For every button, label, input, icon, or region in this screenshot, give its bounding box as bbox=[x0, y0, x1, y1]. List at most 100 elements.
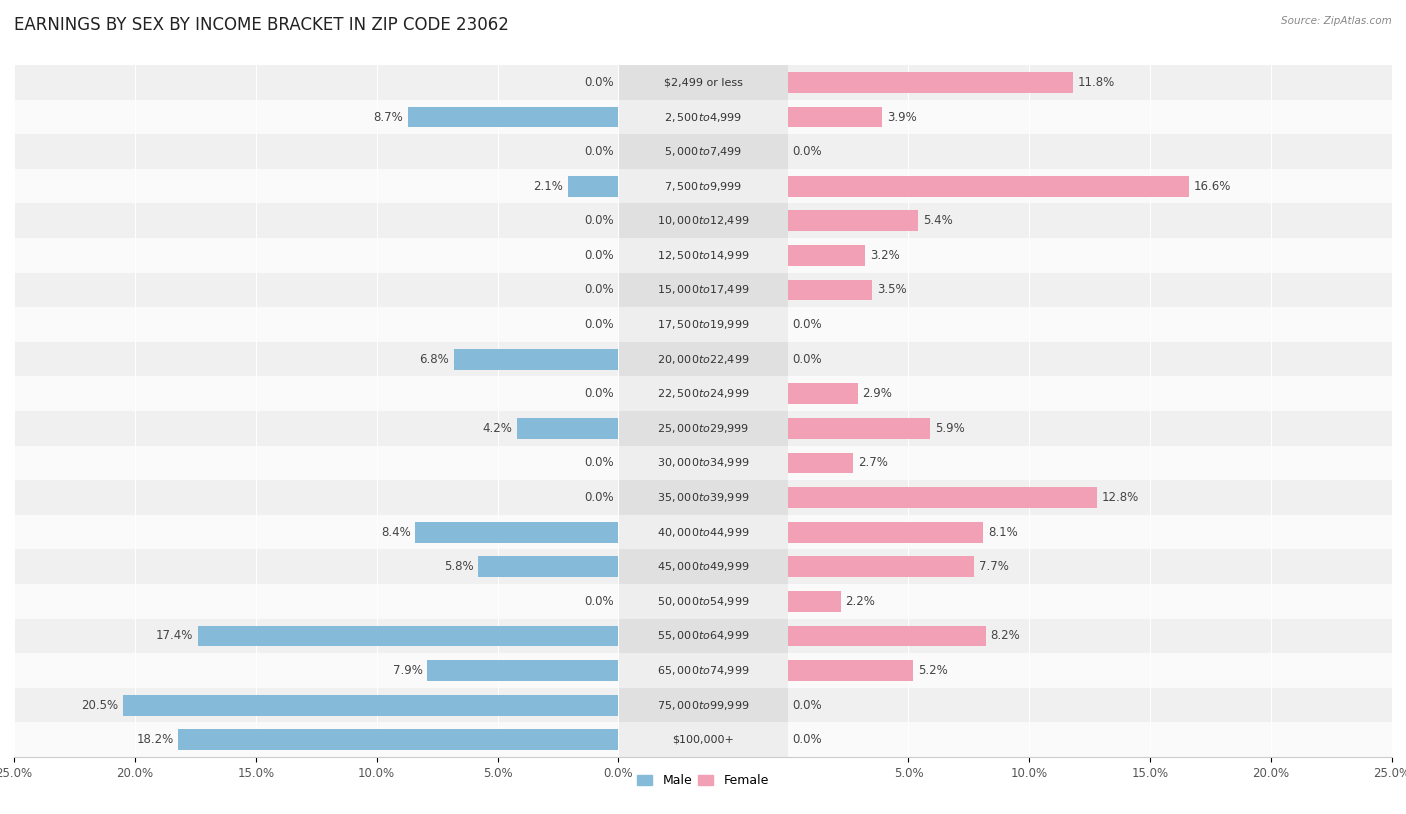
Bar bbox=[619, 549, 787, 584]
Text: 20.5%: 20.5% bbox=[82, 698, 118, 711]
Bar bbox=[787, 238, 1392, 273]
Bar bbox=[14, 376, 619, 411]
Bar bbox=[787, 134, 1392, 169]
Bar bbox=[787, 273, 1392, 307]
Bar bbox=[787, 591, 841, 612]
Text: 8.2%: 8.2% bbox=[991, 629, 1021, 642]
Text: $10,000 to $12,499: $10,000 to $12,499 bbox=[657, 214, 749, 227]
Bar bbox=[787, 169, 1392, 204]
Bar bbox=[787, 480, 1392, 515]
Bar bbox=[14, 273, 619, 307]
Bar bbox=[787, 245, 865, 265]
Bar bbox=[619, 619, 787, 653]
Text: 0.0%: 0.0% bbox=[793, 318, 823, 331]
Text: $17,500 to $19,999: $17,500 to $19,999 bbox=[657, 318, 749, 331]
Text: $35,000 to $39,999: $35,000 to $39,999 bbox=[657, 491, 749, 504]
Bar bbox=[408, 107, 619, 127]
Text: $30,000 to $34,999: $30,000 to $34,999 bbox=[657, 457, 749, 470]
Bar bbox=[787, 72, 1073, 93]
Bar bbox=[14, 99, 619, 134]
Bar bbox=[14, 619, 619, 653]
Text: $45,000 to $49,999: $45,000 to $49,999 bbox=[657, 560, 749, 573]
Bar bbox=[619, 307, 787, 342]
Bar bbox=[787, 411, 1392, 446]
Text: 0.0%: 0.0% bbox=[793, 698, 823, 711]
Text: 0.0%: 0.0% bbox=[793, 733, 823, 746]
Text: $5,000 to $7,499: $5,000 to $7,499 bbox=[664, 145, 742, 158]
Text: $20,000 to $22,499: $20,000 to $22,499 bbox=[657, 352, 749, 365]
Text: $15,000 to $17,499: $15,000 to $17,499 bbox=[657, 283, 749, 296]
Text: 5.4%: 5.4% bbox=[922, 214, 953, 227]
Bar bbox=[619, 446, 787, 480]
Text: 3.5%: 3.5% bbox=[877, 283, 907, 296]
Text: Source: ZipAtlas.com: Source: ZipAtlas.com bbox=[1281, 16, 1392, 26]
Bar bbox=[14, 446, 619, 480]
Bar bbox=[198, 626, 619, 646]
Bar bbox=[14, 723, 619, 757]
Bar bbox=[787, 522, 983, 543]
Bar bbox=[619, 514, 787, 549]
Bar bbox=[14, 307, 619, 342]
Text: 16.6%: 16.6% bbox=[1194, 180, 1232, 193]
Text: 2.1%: 2.1% bbox=[533, 180, 562, 193]
Text: $2,499 or less: $2,499 or less bbox=[664, 77, 742, 87]
Text: 2.7%: 2.7% bbox=[858, 457, 887, 470]
Bar bbox=[14, 342, 619, 376]
Text: 0.0%: 0.0% bbox=[583, 318, 613, 331]
Bar bbox=[787, 688, 1392, 723]
Bar bbox=[787, 446, 1392, 480]
Bar bbox=[122, 695, 619, 716]
Bar bbox=[787, 65, 1392, 99]
Text: 3.2%: 3.2% bbox=[870, 249, 900, 262]
Bar bbox=[619, 273, 787, 307]
Text: 2.9%: 2.9% bbox=[862, 387, 893, 400]
Text: $2,500 to $4,999: $2,500 to $4,999 bbox=[664, 111, 742, 124]
Text: 7.7%: 7.7% bbox=[979, 560, 1008, 573]
Text: $100,000+: $100,000+ bbox=[672, 735, 734, 745]
Bar bbox=[568, 176, 619, 197]
Bar bbox=[619, 584, 787, 619]
Bar bbox=[619, 99, 787, 134]
Bar bbox=[619, 653, 787, 688]
Bar bbox=[14, 653, 619, 688]
Bar bbox=[787, 514, 1392, 549]
Bar bbox=[619, 376, 787, 411]
Text: 0.0%: 0.0% bbox=[583, 457, 613, 470]
Bar bbox=[427, 660, 619, 681]
Text: 18.2%: 18.2% bbox=[136, 733, 173, 746]
Bar bbox=[619, 169, 787, 204]
Bar bbox=[619, 723, 787, 757]
Bar bbox=[478, 557, 619, 577]
Text: 5.2%: 5.2% bbox=[918, 664, 948, 677]
Bar bbox=[619, 480, 787, 515]
Text: 8.4%: 8.4% bbox=[381, 526, 411, 539]
Bar bbox=[787, 653, 1392, 688]
Text: 0.0%: 0.0% bbox=[583, 214, 613, 227]
Text: $50,000 to $54,999: $50,000 to $54,999 bbox=[657, 595, 749, 608]
Text: 11.8%: 11.8% bbox=[1077, 76, 1115, 89]
Bar bbox=[14, 411, 619, 446]
Bar bbox=[787, 376, 1392, 411]
Legend: Male, Female: Male, Female bbox=[633, 769, 773, 792]
Text: $25,000 to $29,999: $25,000 to $29,999 bbox=[657, 422, 749, 435]
Text: $55,000 to $64,999: $55,000 to $64,999 bbox=[657, 629, 749, 642]
Bar bbox=[415, 522, 619, 543]
Bar bbox=[14, 65, 619, 99]
Bar bbox=[787, 383, 858, 405]
Text: 5.9%: 5.9% bbox=[935, 422, 965, 435]
Bar bbox=[619, 204, 787, 238]
Bar bbox=[619, 134, 787, 169]
Text: 5.8%: 5.8% bbox=[444, 560, 474, 573]
Bar bbox=[787, 557, 974, 577]
Bar bbox=[787, 584, 1392, 619]
Text: 4.2%: 4.2% bbox=[482, 422, 512, 435]
Bar bbox=[454, 348, 619, 370]
Text: 0.0%: 0.0% bbox=[583, 283, 613, 296]
Text: 0.0%: 0.0% bbox=[793, 145, 823, 158]
Text: 0.0%: 0.0% bbox=[793, 352, 823, 365]
Bar bbox=[787, 176, 1189, 197]
Bar bbox=[14, 549, 619, 584]
Bar bbox=[619, 65, 787, 99]
Bar bbox=[787, 626, 986, 646]
Bar bbox=[14, 480, 619, 515]
